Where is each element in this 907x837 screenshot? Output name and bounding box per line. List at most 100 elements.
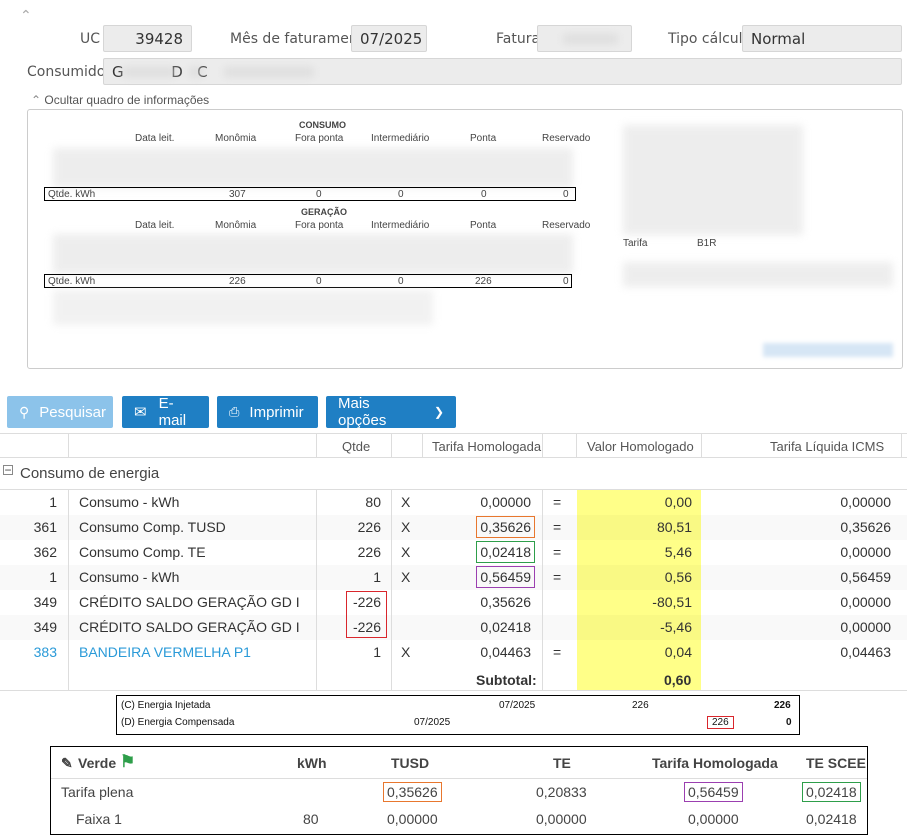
injetada-mes: 07/2025 [499,700,536,711]
bandeira-row-te: 0,00000 [536,811,587,827]
info-link[interactable] [763,343,893,357]
geracao-col-data: Data leit. [135,220,175,231]
tarifa-label: Tarifa [623,238,648,249]
consumidor-field[interactable]: G D C [103,58,902,85]
row-equals: = [553,644,562,660]
table-row[interactable]: 362 Consumo Comp. TE 226 X 0,02418 = 5,46 0,000… [0,540,907,565]
bandeira-row-homologada: 0,00000 [688,811,739,827]
bandeira-row-homologada: 0,56459 [684,782,743,802]
consumo-col-reservado: Reservado [542,133,591,144]
row-equals: = [553,519,562,535]
highlight-credito [346,591,387,638]
flag-icon: ⚑ [120,752,136,771]
row-liquida: 0,00000 [840,594,891,610]
fatura-field[interactable] [537,25,632,52]
subtotal-value: 0,60 [664,672,692,688]
imprimir-button[interactable]: ⎙ Imprimir [217,396,318,428]
group-row[interactable]: − Consumo de energia [0,458,907,490]
geracao-col-inter: Intermediário [371,220,430,231]
collapse-group-icon[interactable]: − [3,463,13,477]
geracao-col-ponta: Ponta [470,220,497,231]
row-qtde: 80 [365,494,381,510]
info-panel: CONSUMO Data leit. Monômia Fora ponta In… [27,109,903,369]
row-description: Consumo Comp. TE [79,544,206,560]
injetada-v2: 226 [774,700,791,711]
email-label: E-mail [158,395,187,429]
imprimir-label: Imprimir [249,403,304,421]
injetada-label: (C) Energia Injetada [121,700,211,711]
bandeira-col-tusd: TUSD [391,755,430,771]
header-qtde[interactable]: Qtde [342,439,371,454]
row-description: Consumo Comp. TUSD [79,519,226,535]
bandeira-row: Tarifa plena 0,35626 0,20833 0,56459 0,0… [51,779,867,806]
consumo-kwh-ponta: 0 [481,189,487,200]
uc-field[interactable]: 39428 [103,25,192,52]
pesquisar-button[interactable]: ⚲ Pesquisar [7,396,113,428]
tarifa-value: B1R [697,238,717,249]
geracao-kwh-row: Qtde. kWh 226 0 0 226 0 [44,274,572,288]
bandeira-col-te: TE [553,755,571,771]
consumo-col-inter: Intermediário [371,133,430,144]
consumo-kwh-fora: 0 [316,189,322,200]
geracao-kwh-monomia: 226 [229,276,246,287]
row-qtde: 1 [373,644,381,660]
row-code: 1 [49,494,57,510]
row-tarifa: 0,02418 [480,544,531,560]
compensada-label: (D) Energia Compensada [121,717,235,728]
consumo-kwh-monomia: 307 [229,189,246,200]
table-row[interactable]: 383 BANDEIRA VERMELHA P1 1 X 0,04463 = 0,04 0,0… [0,640,907,665]
group-label: Consumo de energia [20,465,160,482]
collapse-chevron-icon[interactable]: ⌃ [20,8,32,24]
email-button[interactable]: ✉ E-mail [122,395,209,429]
info-toggle[interactable]: ⌃ Ocultar quadro de informações [31,93,209,107]
row-code: 362 [33,544,57,560]
compensada-v2: 0 [786,717,792,728]
info-toggle-label: Ocultar quadro de informações [44,93,210,107]
row-code: 383 [33,644,57,660]
row-code: 349 [33,594,57,610]
row-x: X [401,569,411,585]
tipo-label: Tipo cálculo [668,31,752,47]
row-x: X [401,519,411,535]
consumo-col-ponta: Ponta [470,133,497,144]
consumo-kwh-inter: 0 [398,189,404,200]
bandeira-col-kwh: kWh [297,755,327,771]
table-row[interactable]: 349 CRÉDITO SALDO GERAÇÃO GD I -226 0,35626… [0,590,907,615]
row-liquida: 0,04463 [840,644,891,660]
row-qtde: 226 [357,544,381,560]
consumo-title: CONSUMO [299,120,346,130]
valor-highlight-column [577,490,701,690]
uc-label: UC [80,31,101,47]
search-icon: ⚲ [19,403,30,420]
table-row[interactable]: 349 CRÉDITO SALDO GERAÇÃO GD I -226 0,02418… [0,615,907,640]
pencil-icon[interactable]: ✎ [61,755,73,771]
row-liquida: 0,56459 [840,569,891,585]
consumidor-label: Consumidor [27,64,112,80]
header-tarifa[interactable]: Tarifa Homologada [432,439,542,454]
mais-opcoes-label: Mais opções [338,395,387,429]
row-qtde: 1 [373,569,381,585]
bandeira-row-label: Faixa 1 [76,811,122,827]
compensada-mes: 07/2025 [414,717,451,728]
row-code: 361 [33,519,57,535]
row-x: X [401,494,411,510]
row-equals: = [553,494,562,510]
chevron-down-icon: ❯ [433,405,444,419]
header-valor[interactable]: Valor Homologado [587,439,694,454]
consumo-col-fora: Fora ponta [295,133,344,144]
table-row[interactable]: 1 Consumo - kWh 80 X 0,00000 = 0,00 0,00000 [0,490,907,515]
row-x: X [401,644,411,660]
bandeira-row-tusd: 0,00000 [387,811,438,827]
tipo-field[interactable]: Normal [742,25,902,52]
row-code: 349 [33,619,57,635]
mais-opcoes-button[interactable]: Mais opções ❯ [326,395,456,429]
table-row[interactable]: 1 Consumo - kWh 1 X 0,56459 = 0,56 0,56459 [0,565,907,590]
energia-box: (C) Energia Injetada 07/2025 226 226 (D)… [116,695,800,735]
table-row[interactable]: 361 Consumo Comp. TUSD 226 X 0,35626 = 80,51 0,… [0,515,907,540]
header-liquida[interactable]: Tarifa Líquida ICMS [770,439,885,454]
geracao-kwh-inter: 0 [398,276,404,287]
consumo-kwh-reservado: 0 [563,189,569,200]
bandeira-table: ✎ Verde ⚑ kWh TUSD TE Tarifa Homologada … [50,746,868,835]
grid-header: Qtde Tarifa Homologada Valor Homologado … [0,433,907,458]
mes-field[interactable]: 07/2025 [351,25,427,52]
